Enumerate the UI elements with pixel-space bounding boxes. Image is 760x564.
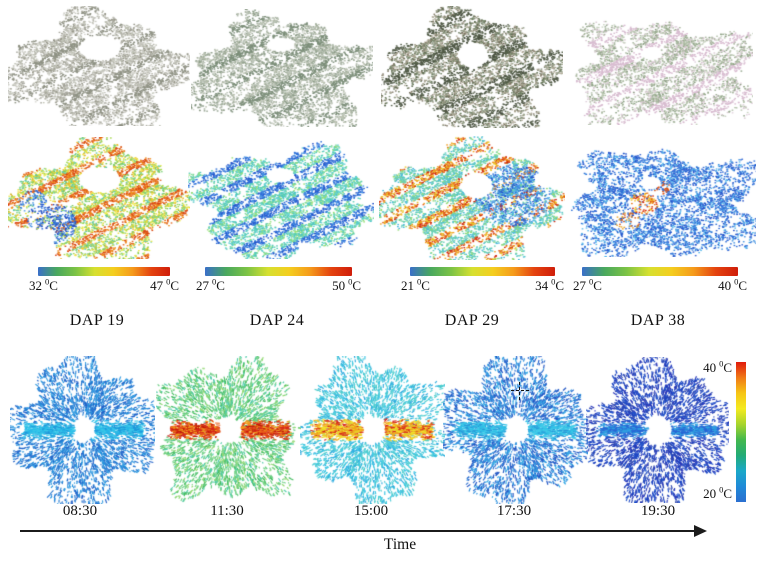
topview-pointcloud-1500 — [300, 356, 445, 504]
thermal-colorbar-dap19 — [38, 267, 170, 276]
time-label-0830: 08:30 — [62, 503, 98, 519]
topview-pointcloud-1130 — [156, 356, 301, 504]
thermal-colorbar-dap38 — [582, 267, 738, 276]
thermal-colorbar-dap29 — [410, 267, 555, 276]
crosshair-marker — [511, 382, 529, 400]
thermal-pointcloud-dap38 — [566, 139, 756, 257]
time-label-1500: 15:00 — [353, 503, 389, 519]
colorbar-min-label: 21 0C — [401, 276, 430, 293]
rgb-pointcloud-dap24 — [191, 9, 373, 127]
crosshair-hline — [511, 390, 529, 391]
topview-pointcloud-0830 — [10, 356, 155, 504]
thermal-colorbar-dap24 — [205, 267, 352, 276]
thermal-pointcloud-dap24 — [188, 139, 374, 259]
vertical-colorbar-min-label: 20 0C — [703, 484, 732, 501]
colorbar-panel-dap24: 27 0C 50 0C — [195, 267, 362, 294]
thermal-pointcloud-dap19 — [8, 137, 190, 259]
colorbar-panel-dap29: 21 0C 34 0C — [400, 267, 565, 294]
vertical-colorbar — [736, 362, 746, 502]
colorbar-panel-dap19: 32 0C 47 0C — [28, 267, 180, 294]
colorbar-max-label: 47 0C — [150, 276, 179, 293]
colorbar-panel-dap38: 27 0C 40 0C — [572, 267, 748, 294]
vertical-colorbar-max-label: 40 0C — [703, 358, 732, 375]
colorbar-min-label: 32 0C — [29, 276, 58, 293]
time-axis-arrow-line — [20, 530, 696, 532]
dap-label-24: DAP 24 — [249, 312, 305, 329]
time-axis-arrow-head — [694, 525, 707, 537]
time-axis-label: Time — [383, 536, 417, 553]
time-label-1930: 19:30 — [640, 503, 676, 519]
colorbar-max-label: 40 0C — [718, 276, 747, 293]
colorbar-min-label: 27 0C — [196, 276, 225, 293]
dap-label-38: DAP 38 — [630, 312, 686, 329]
rgb-pointcloud-dap19 — [8, 6, 190, 126]
colorbar-max-label: 34 0C — [535, 276, 564, 293]
rgb-pointcloud-dap29 — [381, 6, 563, 128]
dap-label-19: DAP 19 — [69, 312, 125, 329]
time-label-1130: 11:30 — [210, 503, 244, 519]
rgb-pointcloud-dap38 — [571, 11, 753, 125]
crosshair-vline — [519, 382, 520, 400]
topview-pointcloud-1930 — [586, 357, 729, 503]
colorbar-min-label: 27 0C — [573, 276, 602, 293]
thermal-pointcloud-dap29 — [379, 136, 565, 260]
colorbar-max-label: 50 0C — [332, 276, 361, 293]
topview-pointcloud-1730 — [443, 356, 588, 504]
time-label-1730: 17:30 — [496, 503, 532, 519]
dap-label-29: DAP 29 — [444, 312, 500, 329]
